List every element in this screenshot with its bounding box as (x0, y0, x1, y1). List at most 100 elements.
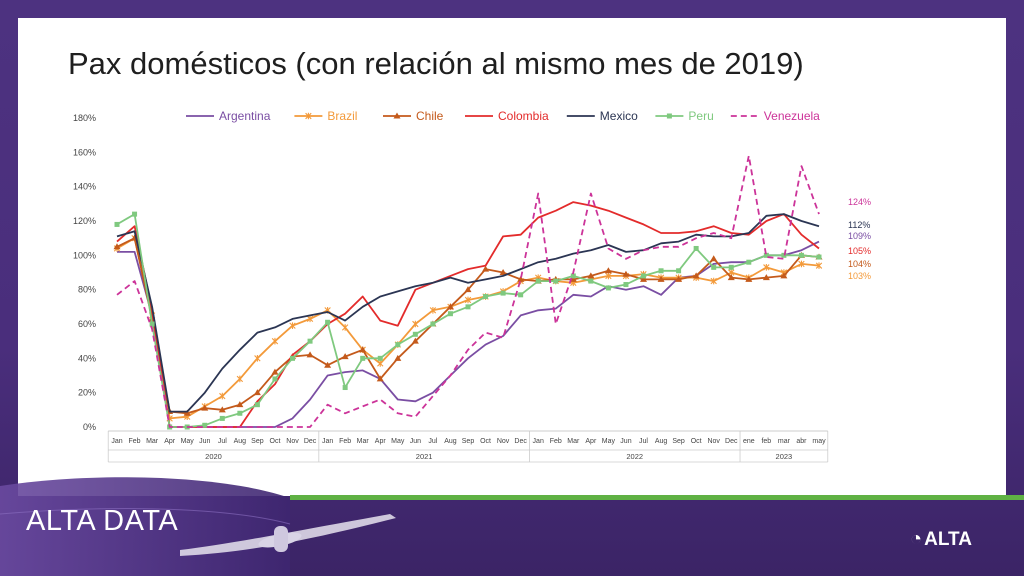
x-tick-label: Sep (251, 438, 264, 445)
legend-label: Peru (688, 109, 713, 123)
data-point (218, 406, 226, 413)
end-value-label: 109% (848, 231, 871, 241)
data-point (201, 404, 209, 411)
data-point (666, 113, 672, 119)
data-point (692, 272, 700, 279)
x-tick-label: Dec (304, 438, 317, 445)
data-point (745, 275, 753, 282)
data-point (254, 402, 260, 408)
x-tick-label: Oct (480, 438, 491, 445)
legend-item-peru: Peru (655, 109, 714, 123)
alta-globe-icon: ◔ (910, 528, 923, 550)
x-tick-label: Oct (270, 438, 281, 445)
data-point (641, 273, 646, 279)
data-point (341, 324, 349, 331)
data-point (377, 360, 384, 367)
data-point (289, 322, 296, 330)
series-mexico (116, 213, 820, 413)
data-point (377, 355, 383, 361)
x-tick-label: Jun (410, 438, 421, 445)
x-tick-label: Apr (585, 438, 597, 445)
data-point (623, 282, 629, 288)
x-tick-label: Feb (550, 438, 562, 445)
x-tick-label: Nov (707, 438, 720, 445)
x-tick-label: Apr (164, 438, 176, 445)
data-point (219, 415, 225, 421)
series-colombia (116, 201, 820, 428)
data-point (605, 285, 611, 291)
data-point (604, 267, 612, 274)
data-point (342, 385, 348, 391)
data-point (815, 262, 823, 269)
brand-text: ALTA DATA (26, 505, 179, 537)
data-point (517, 275, 525, 282)
data-point (219, 392, 226, 400)
data-point (728, 264, 734, 270)
x-tick-label: Aug (655, 438, 668, 445)
x-tick-label: Mar (146, 438, 159, 445)
data-point (781, 252, 787, 258)
data-point (570, 273, 576, 279)
x-tick-label: Aug (444, 438, 457, 445)
series-line (116, 154, 820, 428)
x-tick-label: Jan (322, 438, 333, 445)
data-point (376, 375, 384, 382)
data-point (114, 221, 120, 227)
data-point (412, 320, 419, 328)
legend-label: Argentina (219, 109, 271, 123)
series-venezuela (116, 154, 820, 428)
data-point (640, 275, 647, 282)
data-point (202, 422, 208, 428)
data-point (429, 306, 437, 314)
data-point (395, 342, 401, 348)
y-tick-label: 120% (73, 216, 96, 226)
x-tick-label: Oct (691, 438, 702, 445)
x-tick-label: ene (743, 438, 755, 445)
y-tick-label: 180% (73, 113, 96, 123)
end-value-label: 112% (848, 220, 870, 230)
data-point (535, 278, 541, 284)
data-point (290, 355, 295, 361)
y-tick-label: 80% (78, 285, 96, 295)
end-value-label: 104% (848, 259, 871, 269)
data-point (254, 355, 261, 362)
data-point (500, 290, 506, 296)
year-label: 2020 (205, 452, 222, 461)
data-point (306, 315, 314, 323)
data-point (816, 254, 822, 260)
data-point (324, 361, 332, 368)
data-point (183, 409, 191, 416)
x-tick-label: feb (761, 438, 771, 445)
series-chile (113, 234, 823, 416)
data-point (430, 321, 436, 327)
data-point (411, 337, 419, 344)
data-point (271, 368, 279, 375)
data-point (482, 265, 490, 272)
y-tick-label: 100% (73, 250, 96, 260)
accent-line (290, 495, 1024, 500)
y-tick-label: 160% (73, 147, 96, 157)
slide-title: Pax domésticos (con relación al mismo me… (68, 46, 804, 81)
x-tick-label: Jun (199, 438, 210, 445)
end-value-label: 103% (848, 271, 871, 281)
x-tick-label: May (181, 438, 195, 445)
year-label: 2021 (416, 452, 433, 461)
y-tick-label: 0% (83, 422, 96, 432)
data-point (518, 292, 524, 298)
x-tick-label: Feb (129, 438, 141, 445)
data-point (587, 272, 595, 279)
x-tick-label: abr (796, 438, 807, 445)
data-point (763, 264, 770, 271)
x-tick-label: May (391, 438, 405, 445)
data-point (271, 337, 279, 345)
data-point (798, 252, 804, 258)
data-point (622, 270, 630, 277)
data-point (446, 303, 454, 310)
data-point (762, 274, 770, 281)
data-point (499, 269, 507, 275)
data-point (676, 268, 682, 274)
alta-logo: ◔ ALTA (910, 528, 972, 551)
x-tick-label: Jun (620, 438, 631, 445)
data-point (305, 112, 312, 120)
